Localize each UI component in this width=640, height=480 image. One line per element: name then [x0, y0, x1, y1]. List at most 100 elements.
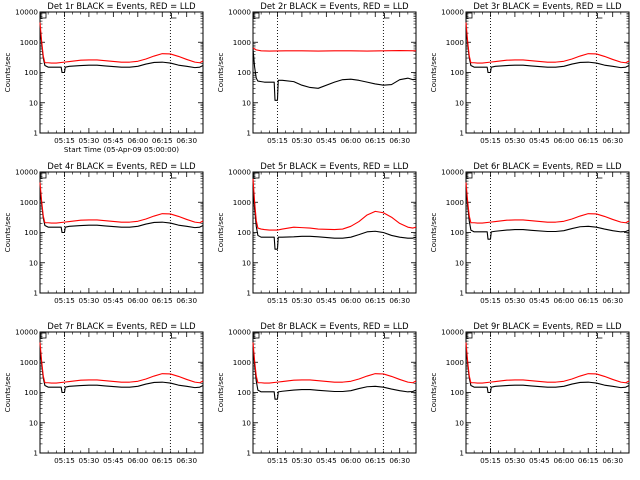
y-tick-label: 1000	[20, 38, 39, 47]
y-tick-label: 1000	[233, 358, 252, 367]
x-tick-label: 06:30	[176, 136, 197, 145]
bracket-marker-icon	[171, 333, 177, 339]
x-tick-label: 06:00	[340, 456, 361, 465]
bracket-marker-icon	[597, 173, 603, 179]
x-tick-label: 05:45	[529, 136, 550, 145]
y-tick-label: 10	[29, 258, 39, 267]
y-tick-label: 1	[459, 129, 464, 138]
chart-panel-2: Det 2r BLACK = Events, RED = LLD 1 10 100 10…	[213, 0, 426, 160]
bracket-marker-icon	[171, 173, 177, 179]
chart-panel-5: Det 5r BLACK = Events, RED = LLD 1 10 100 10…	[213, 160, 426, 320]
x-tick-label: 06:00	[127, 456, 148, 465]
corner-box-icon	[253, 12, 260, 19]
x-tick-label: 05:45	[103, 136, 124, 145]
y-tick-label: 10000	[15, 168, 38, 177]
events-series-line	[39, 347, 204, 394]
y-axis-label: Counts/sec	[429, 213, 438, 253]
chart-svg-5: Det 5r BLACK = Events, RED = LLD 1 10 100 10…	[216, 161, 417, 305]
y-tick-label: 1	[246, 129, 251, 138]
y-axis-label: Counts/sec	[3, 373, 12, 413]
x-tick-label: 06:15	[152, 296, 173, 305]
x-tick-label: 06:00	[553, 296, 574, 305]
x-tick-label: 06:30	[176, 456, 197, 465]
x-tick-label: 06:15	[365, 456, 386, 465]
x-tick-label: 06:00	[127, 136, 148, 145]
x-tick-label: 06:30	[602, 456, 623, 465]
chart-panel-7: Det 7r BLACK = Events, RED = LLD 1 10 100 10…	[0, 320, 213, 480]
x-tick-label: 05:45	[316, 296, 337, 305]
y-tick-label: 10000	[228, 328, 251, 337]
chart-title: Det 7r BLACK = Events, RED = LLD	[47, 321, 195, 331]
x-tick-label: 05:15	[54, 296, 75, 305]
y-tick-label: 1	[33, 289, 38, 298]
y-tick-label: 100	[24, 388, 38, 397]
chart-svg-7: Det 7r BLACK = Events, RED = LLD 1 10 100 10…	[3, 321, 204, 465]
y-tick-label: 1000	[20, 198, 39, 207]
y-tick-label: 1000	[233, 198, 252, 207]
y-tick-label: 100	[450, 228, 464, 237]
corner-box-icon	[40, 12, 47, 19]
corner-box-icon	[466, 332, 473, 339]
y-tick-label: 10000	[228, 8, 251, 17]
y-tick-label: 1	[459, 449, 464, 458]
y-tick-label: 1000	[446, 198, 465, 207]
y-tick-label: 10	[242, 98, 252, 107]
x-tick-label: 06:00	[553, 136, 574, 145]
chart-svg-4: Det 4r BLACK = Events, RED = LLD 1 10 100 10…	[3, 161, 204, 305]
lld-series-line	[465, 342, 630, 384]
x-tick-label: 06:00	[340, 136, 361, 145]
y-axis-label: Counts/sec	[216, 373, 225, 413]
lld-series-line	[465, 22, 630, 64]
y-tick-label: 10000	[15, 328, 38, 337]
x-tick-label: 05:30	[79, 456, 100, 465]
events-series-line	[465, 347, 630, 394]
y-tick-label: 100	[450, 388, 464, 397]
x-tick-label: 05:30	[292, 136, 313, 145]
bracket-marker-icon	[384, 173, 390, 179]
chart-title: Det 8r BLACK = Events, RED = LLD	[260, 321, 408, 331]
x-tick-label: 05:15	[480, 456, 501, 465]
chart-title: Det 3r BLACK = Events, RED = LLD	[473, 1, 621, 11]
x-tick-label: 05:45	[529, 296, 550, 305]
events-series-line	[252, 48, 417, 101]
y-tick-label: 1	[459, 289, 464, 298]
x-tick-label: 05:45	[103, 296, 124, 305]
y-tick-label: 10000	[228, 168, 251, 177]
chart-svg-9: Det 9r BLACK = Events, RED = LLD 1 10 100 10…	[429, 321, 630, 465]
x-tick-label: 06:15	[365, 296, 386, 305]
chart-panel-9: Det 9r BLACK = Events, RED = LLD 1 10 100 10…	[426, 320, 639, 480]
chart-panel-6: Det 6r BLACK = Events, RED = LLD 1 10 100 10…	[426, 160, 639, 320]
y-tick-label: 10000	[441, 8, 464, 17]
x-tick-label: 06:15	[365, 136, 386, 145]
x-tick-label: 05:15	[267, 456, 288, 465]
x-tick-label: 06:30	[389, 296, 410, 305]
x-tick-label: 06:30	[602, 296, 623, 305]
bracket-marker-icon	[597, 13, 603, 19]
y-tick-label: 10	[29, 98, 39, 107]
x-tick-label: 06:30	[176, 296, 197, 305]
y-axis-label: Counts/sec	[216, 53, 225, 93]
y-tick-label: 10	[455, 98, 465, 107]
events-series-line	[252, 347, 417, 400]
y-axis-label: Counts/sec	[3, 213, 12, 253]
y-tick-label: 1000	[233, 38, 252, 47]
x-tick-label: 05:30	[292, 456, 313, 465]
chart-panel-1: Det 1r BLACK = Events, RED = LLD 1 10 100 10…	[0, 0, 213, 160]
x-tick-label: 05:45	[316, 456, 337, 465]
x-tick-label: 05:30	[505, 456, 526, 465]
events-series-line	[39, 187, 204, 234]
corner-box-icon	[466, 12, 473, 19]
x-tick-label: 05:30	[505, 136, 526, 145]
y-tick-label: 100	[24, 228, 38, 237]
x-tick-label: 05:45	[529, 456, 550, 465]
chart-title: Det 6r BLACK = Events, RED = LLD	[473, 161, 621, 171]
chart-svg-8: Det 8r BLACK = Events, RED = LLD 1 10 100 10…	[216, 321, 417, 465]
x-tick-label: 05:45	[103, 456, 124, 465]
x-tick-label: 06:15	[578, 136, 599, 145]
chart-svg-1: Det 1r BLACK = Events, RED = LLD 1 10 100 10…	[3, 1, 204, 154]
x-tick-label: 05:15	[54, 136, 75, 145]
x-axis-label: Start Time (05-Apr-09 05:00:00)	[64, 145, 179, 154]
events-series-line	[252, 187, 417, 250]
chart-svg-2: Det 2r BLACK = Events, RED = LLD 1 10 100 10…	[216, 1, 417, 145]
y-tick-label: 100	[24, 68, 38, 77]
